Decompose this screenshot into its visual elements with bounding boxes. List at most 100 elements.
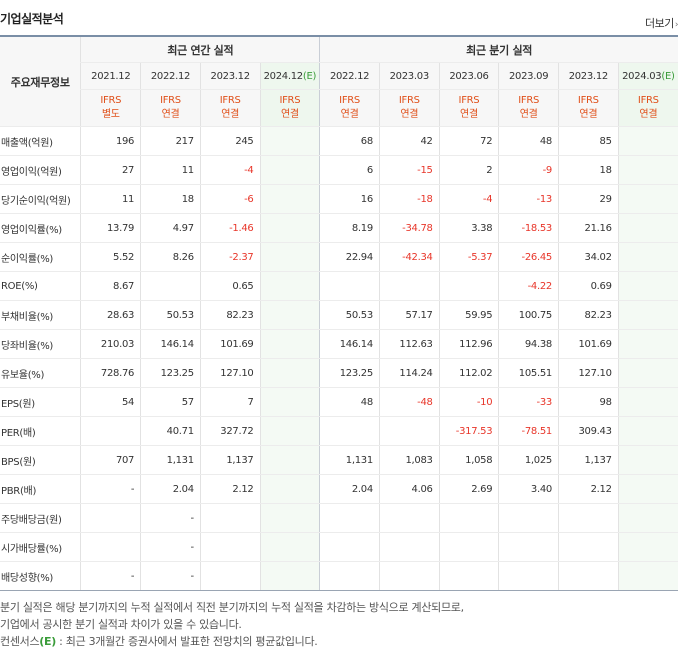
table-cell xyxy=(199,503,260,533)
table-cell xyxy=(140,271,201,301)
table-cell: 50.53 xyxy=(319,300,380,330)
table-cell: 146.14 xyxy=(319,329,380,359)
table-cell: 1,137 xyxy=(199,445,260,475)
table-cell xyxy=(319,416,380,446)
table-cell: -78.51 xyxy=(498,416,559,446)
table-cell: 27 xyxy=(80,155,141,185)
table-cell: -18 xyxy=(378,184,440,214)
table-cell xyxy=(259,242,320,272)
period-date: 2023.03 xyxy=(389,70,430,82)
table-cell xyxy=(617,155,678,185)
table-cell: - xyxy=(140,561,201,591)
basis-label: 연결 xyxy=(400,109,419,120)
consensus-desc: : 최근 3개월간 증권사에서 발표한 전망치의 평균값입니다. xyxy=(55,635,318,648)
table-cell: 728.76 xyxy=(80,358,141,388)
table-row: PER(배) 40.71 327.72 -317.53 -78.51 309.43 xyxy=(0,416,678,446)
table-cell xyxy=(378,271,440,301)
table-cell: 7 xyxy=(199,387,260,417)
table-cell xyxy=(259,474,320,504)
note-line: 분기 실적은 해당 분기까지의 누적 실적에서 직전 분기까지의 누적 실적을 … xyxy=(0,601,464,614)
table-cell: -15 xyxy=(378,155,440,185)
table-cell xyxy=(617,358,678,388)
table-cell: 112.02 xyxy=(438,358,499,388)
table-cell: 54 xyxy=(80,387,141,417)
table-cell: -6 xyxy=(199,184,260,214)
period-header: 2024.03(E) xyxy=(617,62,678,90)
table-cell: 1,131 xyxy=(319,445,380,475)
basis-label: 연결 xyxy=(340,109,359,120)
table-cell xyxy=(617,387,678,417)
period-header: 2023.09 xyxy=(498,62,559,90)
table-cell: 1,058 xyxy=(438,445,499,475)
ifrs-label: IFRS xyxy=(458,95,480,106)
table-cell: 146.14 xyxy=(140,329,201,359)
table-cell: 112.63 xyxy=(378,329,440,359)
table-cell: 327.72 xyxy=(199,416,260,446)
table-cell: 210.03 xyxy=(80,329,141,359)
more-link[interactable]: 더보기› xyxy=(645,15,679,31)
table-cell: 4.97 xyxy=(140,213,201,243)
note-line: 기업에서 공시한 분기 실적과 차이가 있을 수 있습니다. xyxy=(0,618,242,631)
section-header: 기업실적분석 더보기› xyxy=(0,0,694,35)
table-cell: 59.95 xyxy=(438,300,499,330)
table-cell: 127.10 xyxy=(199,358,260,388)
table-cell: 6 xyxy=(319,155,380,185)
period-header: 2021.12 xyxy=(80,62,141,90)
table-cell: 101.69 xyxy=(199,329,260,359)
table-cell: 2.12 xyxy=(557,474,619,504)
table-cell: 127.10 xyxy=(557,358,619,388)
table-cell: 57.17 xyxy=(378,300,440,330)
table-cell: -42.34 xyxy=(378,242,440,272)
period-header: 2023.12 xyxy=(199,62,260,90)
table-cell: 3.38 xyxy=(438,213,499,243)
accounting-basis: IFRS 연결 xyxy=(617,89,678,127)
table-cell: 57 xyxy=(140,387,201,417)
table-cell: 28.63 xyxy=(80,300,141,330)
table-cell xyxy=(259,532,320,562)
table-cell: 100.75 xyxy=(498,300,559,330)
quarter-group-header: 최근 분기 실적 xyxy=(319,35,678,63)
table-cell xyxy=(617,329,678,359)
period-date: 2023.06 xyxy=(449,70,489,82)
table-cell xyxy=(259,155,320,185)
table-row: BPS(원) 707 1,131 1,137 1,131 1,083 1,058 1,025 1… xyxy=(0,445,678,475)
table-cell: 8.67 xyxy=(80,271,141,301)
table-cell: -2.37 xyxy=(199,242,260,272)
table-cell xyxy=(259,358,320,388)
table-cell: 105.51 xyxy=(498,358,559,388)
table-cell: -9 xyxy=(498,155,559,185)
table-cell xyxy=(557,532,619,562)
row-label: PBR(배) xyxy=(0,474,81,504)
table-cell: 29 xyxy=(557,184,619,214)
table-cell: 11 xyxy=(80,184,141,214)
table-cell: 217 xyxy=(140,126,201,156)
table-cell: 3.40 xyxy=(498,474,559,504)
table-cell: 40.71 xyxy=(140,416,201,446)
table-cell: -317.53 xyxy=(438,416,499,446)
table-cell: -18.53 xyxy=(498,213,559,243)
ifrs-label: IFRS xyxy=(219,95,241,106)
table-cell xyxy=(80,532,141,562)
period-header: 2023.03 xyxy=(378,62,440,90)
period-date: 2021.12 xyxy=(91,70,131,82)
table-cell: 98 xyxy=(557,387,619,417)
period-header: 2024.12(E) xyxy=(259,62,320,90)
row-label: 당기순이익(억원) xyxy=(0,184,81,214)
period-date: 2023.09 xyxy=(509,70,549,82)
accounting-basis: IFRS 연결 xyxy=(438,89,499,127)
period-date: 2024.03 xyxy=(622,70,662,82)
ifrs-label: IFRS xyxy=(100,95,122,106)
note-line-consensus: 컨센서스(E) : 최근 3개월간 증권사에서 발표한 전망치의 평균값입니다. xyxy=(0,633,464,650)
more-link-label: 더보기 xyxy=(645,17,674,30)
row-label: EPS(원) xyxy=(0,387,81,417)
accounting-basis: IFRS 연결 xyxy=(199,89,260,127)
period-date: 2024.12 xyxy=(263,70,304,82)
table-cell: -33 xyxy=(498,387,559,417)
table-cell: 13.79 xyxy=(80,213,141,243)
table-cell xyxy=(199,532,260,562)
table-cell xyxy=(438,561,499,591)
table-row: 당좌비율(%) 210.03 146.14 101.69 146.14 112.63 112… xyxy=(0,329,678,359)
table-cell xyxy=(617,532,678,562)
ifrs-label: IFRS xyxy=(339,95,360,106)
table-cell xyxy=(617,474,678,504)
